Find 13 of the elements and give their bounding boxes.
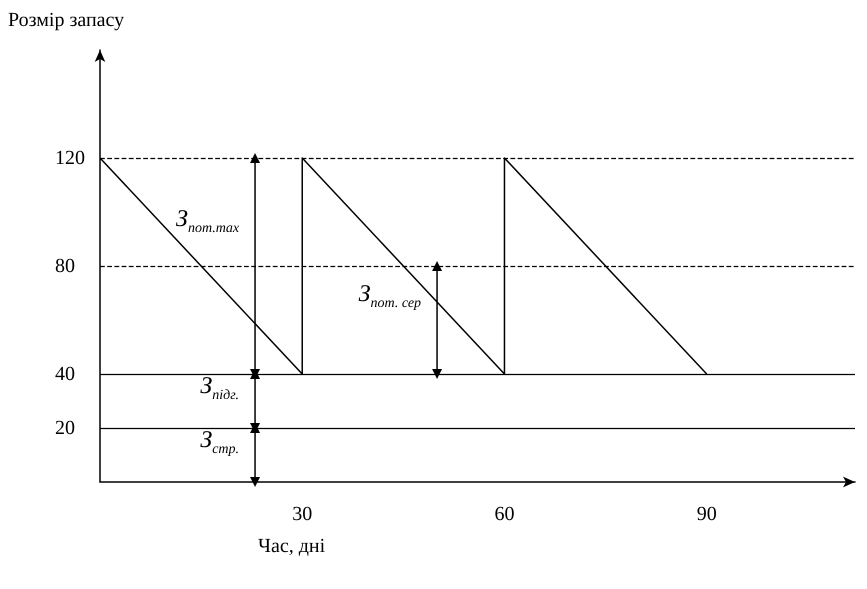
y-axis-title: Розмір запасу (8, 9, 124, 31)
y-tick-label: 40 (55, 363, 75, 385)
x-tick-label: 90 (696, 503, 717, 525)
annotation: З$_{підг.}$ (200, 373, 240, 403)
annotation: З$_{пот.max}$ (176, 206, 240, 236)
annotation: З$_{стр.}$ (200, 427, 240, 457)
annotation: З$_{пот. сер}$ (358, 281, 422, 312)
x-tick-label: 30 (292, 503, 312, 525)
x-tick-label: 60 (494, 503, 514, 525)
x-axis-title: Час, дні (258, 535, 326, 557)
y-tick-label: 20 (55, 417, 75, 439)
y-tick-label: 80 (55, 255, 75, 277)
y-tick-label: 120 (55, 147, 85, 169)
